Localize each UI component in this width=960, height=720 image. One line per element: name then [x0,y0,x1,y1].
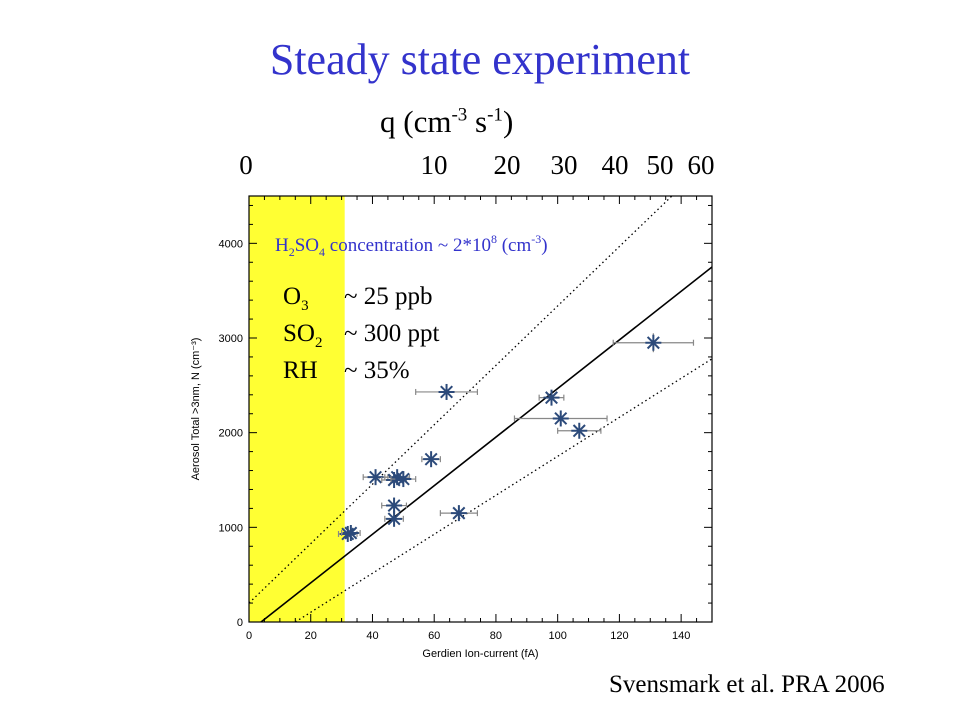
marker-stroke [369,470,383,484]
marker-stroke [390,470,404,484]
x-axis-label: Gerdien Ion-current (fA) [422,648,538,660]
h2so4-unit: (cm [497,235,532,256]
h2so4-end: ) [541,235,547,256]
data-point [439,505,479,522]
top-tick-50: 50 [646,150,674,180]
fit-line-dotted-2 [294,358,712,622]
so2-sub: 2 [315,335,323,351]
x-tick-label: 40 [366,630,378,642]
h2so4-annotation: H2SO4 concentration ~ 2*108 (cm-3) [275,232,548,259]
h2so4-sub2: 4 [319,245,325,259]
so2-annotation: SO2 [283,320,322,351]
h2so4-text: concentration ~ 2*10 [325,235,491,256]
fit-line-solid-0 [259,266,712,622]
marker-stroke [646,336,660,350]
top-axis-label-sup2: -1 [487,104,503,126]
o3-value: ~ 25 ppb [344,283,433,310]
x-tick-label: 140 [672,630,690,642]
x-tick-label: 80 [490,630,502,642]
data-point [384,510,404,527]
x-tick-label: 60 [428,630,440,642]
top-tick-0: 0 [239,150,253,180]
yellow-highlight-region [249,196,345,622]
y-tick-label: 2000 [219,428,243,440]
top-axis-label-end: ) [502,104,514,139]
o3-label: O [283,283,301,310]
rh-value: ~ 35% [344,357,410,384]
data-point [612,333,695,353]
y-tick-label: 1000 [219,522,243,534]
h2so4-unit-sup: -3 [531,232,541,246]
data-point [341,525,361,542]
top-axis-label-sup1: -3 [451,104,468,126]
h2so4-so: SO [295,235,319,256]
h2so4-h: H [275,235,289,256]
fit-lines [249,196,712,622]
marker-stroke [344,526,358,540]
x-tick-label: 120 [610,630,628,642]
top-axis-label-mid: s [467,104,488,139]
marker-stroke [424,452,438,466]
y-tick-label: 0 [237,617,243,629]
top-axis-label: q (cm-3 s-1) [380,104,513,140]
y-tick-label: 4000 [219,238,243,250]
o3-annotation: O3 [283,283,309,314]
top-axis-label-text: q (cm [380,104,452,139]
y-tick-label: 3000 [219,333,243,345]
marker-stroke [572,424,586,438]
x-tick-label: 0 [246,630,252,642]
top-tick-60: 60 [687,150,715,180]
o3-sub: 3 [301,298,309,314]
marker-stroke [440,385,454,399]
marker-stroke [452,506,466,520]
x-tick-label: 20 [305,630,317,642]
tick-labels: 0 20 40 60 80 100 120 140 0 1000 2000 3000 4000 [219,238,691,642]
top-tick-40: 40 [601,150,629,180]
rh-label: RH [283,357,318,384]
h2so4-sup: 8 [491,232,497,246]
marker-stroke [387,512,401,526]
x-tick-label: 100 [548,630,566,642]
h2so4-sub1: 2 [289,245,295,259]
marker-stroke [387,499,401,513]
so2-value: ~ 300 ppt [344,320,440,347]
so2-label: SO [283,320,315,347]
fit-line-dotted-1 [249,196,673,604]
marker-stroke [554,411,568,425]
data-point [513,410,608,427]
axis-ticks [248,196,713,623]
data-point [557,422,602,439]
data-point [415,383,479,400]
top-tick-30: 30 [550,150,578,180]
citation: Svensmark et al. PRA 2006 [609,671,885,698]
top-tick-20: 20 [493,150,521,180]
data-points [337,333,695,542]
slide-title: Steady state experiment [269,35,691,84]
data-point [538,389,565,406]
data-point [390,471,417,488]
top-tick-10: 10 [420,150,448,180]
marker-stroke [545,391,558,405]
data-point [421,451,441,468]
y-axis-label: Aerosol Total >3nm, N (cm⁻³) [190,338,202,481]
marker-stroke [396,472,410,486]
data-point [362,469,389,486]
